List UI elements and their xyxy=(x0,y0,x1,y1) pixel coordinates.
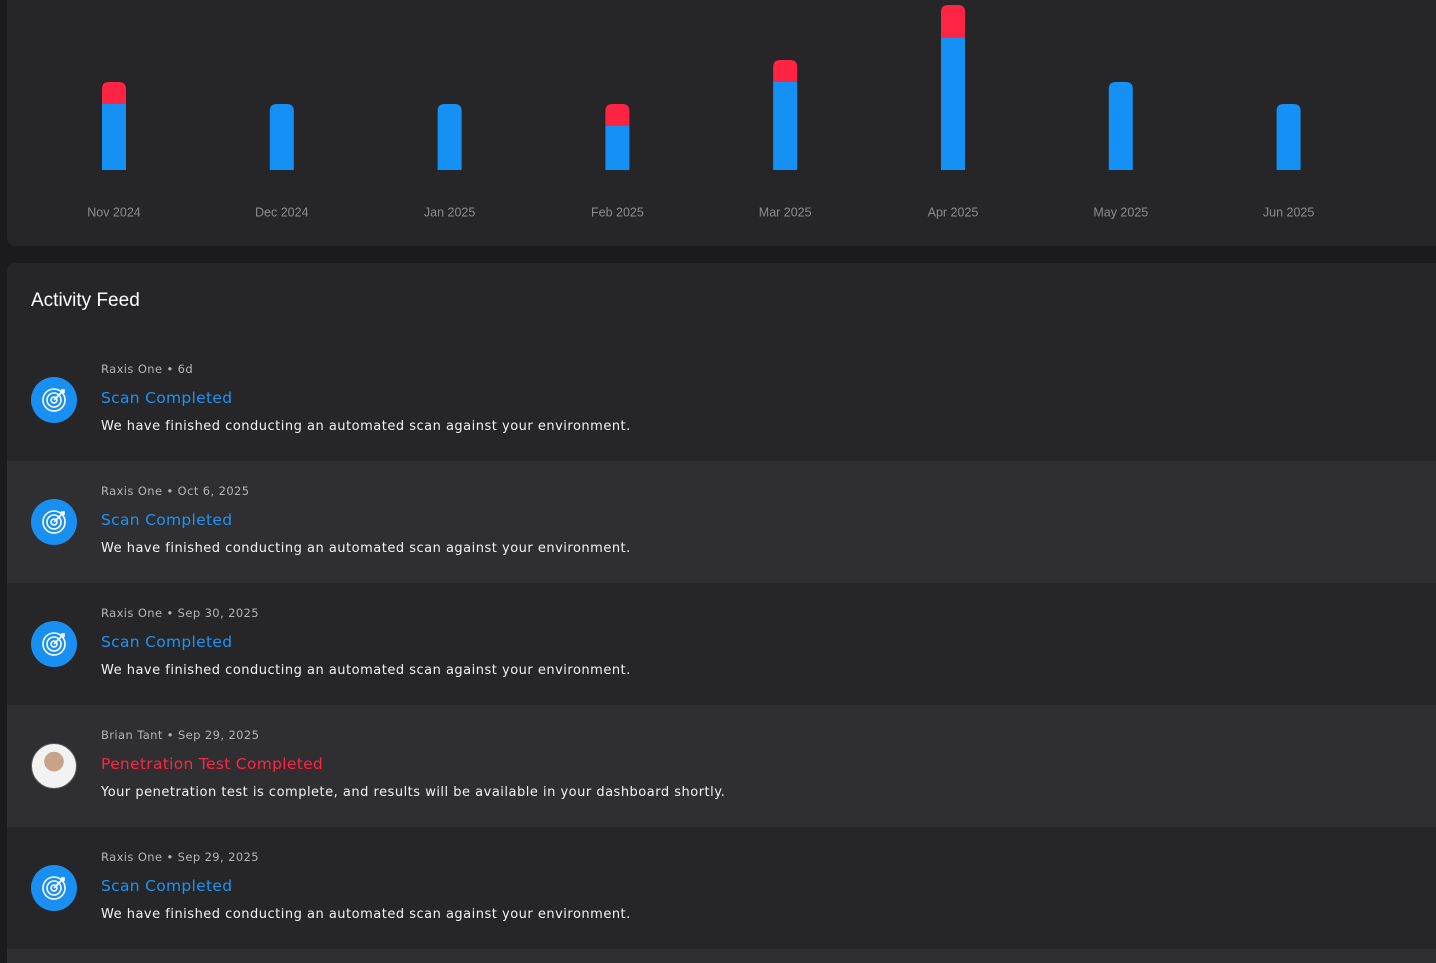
item-author: Brian Tant xyxy=(101,728,163,742)
item-title[interactable]: Scan Completed xyxy=(101,389,233,407)
feed-item: Raxis One • Oct 6, 2025 Scan Completed We ha… xyxy=(7,461,1436,583)
scan-icon xyxy=(31,621,77,667)
bar-segment xyxy=(941,5,965,38)
item-meta: Raxis One • Oct 6, 2025 xyxy=(101,483,253,499)
x-tick-label: Apr 2025 xyxy=(928,205,979,219)
scan-icon xyxy=(42,388,66,412)
item-time: Sep 29, 2025 xyxy=(177,728,260,742)
scan-icon xyxy=(31,865,77,911)
x-tick-label: Dec 2024 xyxy=(255,205,309,219)
item-description: We have finished conducting an automated… xyxy=(101,541,631,556)
separator: • xyxy=(166,484,174,498)
bar-segment xyxy=(102,104,126,170)
item-time: Sep 30, 2025 xyxy=(177,606,259,620)
chart-card: Nov 2024 Dec 2024 Jan 2025 Feb 2025 Mar 2025… xyxy=(7,0,1436,246)
item-title[interactable]: Scan Completed xyxy=(101,511,233,529)
bar-segment xyxy=(605,126,630,170)
item-meta: Raxis One • Sep 30, 2025 xyxy=(101,605,263,621)
item-title[interactable]: Scan Completed xyxy=(101,633,233,651)
user-avatar xyxy=(31,743,77,789)
item-description: Your penetration test is complete, and r… xyxy=(101,785,726,800)
item-meta: Raxis One • Sep 29, 2025 xyxy=(101,849,263,865)
separator: • xyxy=(166,606,174,620)
x-tick-label: Jun 2025 xyxy=(1263,205,1314,219)
scan-icon xyxy=(42,876,66,900)
item-time: 6d xyxy=(177,362,194,376)
item-title[interactable]: Penetration Test Completed xyxy=(101,755,324,773)
x-tick-label: Nov 2024 xyxy=(87,205,141,219)
item-meta: Brian Tant • Sep 29, 2025 xyxy=(101,727,263,743)
bar-segment xyxy=(1276,104,1301,170)
x-tick-label: Mar 2025 xyxy=(759,205,812,219)
scan-icon xyxy=(42,632,66,656)
bar-segment xyxy=(941,38,965,170)
activity-feed: Activity Feed Raxis One • 6d Scan Completed… xyxy=(7,263,1436,963)
x-tick-label: May 2025 xyxy=(1093,205,1148,219)
bar-segment xyxy=(605,104,630,126)
item-time: Sep 29, 2025 xyxy=(177,850,259,864)
feed-item: Brian Tant • Sep 29, 2025 Penetration Test … xyxy=(7,705,1436,827)
bar-segment xyxy=(102,82,126,104)
feed-title: Activity Feed xyxy=(31,290,140,311)
x-tick-label: Feb 2025 xyxy=(591,205,644,219)
item-time: Oct 6, 2025 xyxy=(177,484,250,498)
bar-segment xyxy=(1108,82,1133,170)
item-description: We have finished conducting an automated… xyxy=(101,419,631,434)
feed-item xyxy=(7,949,1436,963)
bar-segment xyxy=(269,104,294,170)
separator: • xyxy=(166,362,174,376)
item-author: Raxis One xyxy=(101,606,163,620)
item-author: Raxis One xyxy=(101,362,163,376)
scan-icon xyxy=(42,510,66,534)
feed-item: Raxis One • 6d Scan Completed We have finish… xyxy=(7,339,1436,461)
separator: • xyxy=(166,728,174,742)
feed-item: Raxis One • Sep 30, 2025 Scan Completed We h… xyxy=(7,583,1436,705)
bar-segment xyxy=(773,82,798,170)
bar-segment xyxy=(437,104,462,170)
separator: • xyxy=(166,850,174,864)
x-tick-label: Jan 2025 xyxy=(424,205,475,219)
scan-icon xyxy=(31,499,77,545)
item-description: We have finished conducting an automated… xyxy=(101,663,631,678)
bar-segment xyxy=(773,60,798,82)
item-title[interactable]: Scan Completed xyxy=(101,877,233,895)
scan-icon xyxy=(31,377,77,423)
item-author: Raxis One xyxy=(101,484,163,498)
item-meta: Raxis One • 6d xyxy=(101,361,197,377)
item-description: We have finished conducting an automated… xyxy=(101,907,631,922)
chart: Nov 2024 Dec 2024 Jan 2025 Feb 2025 Mar 2025… xyxy=(87,5,1314,219)
item-author: Raxis One xyxy=(101,850,163,864)
feed-item: Raxis One • Sep 29, 2025 Scan Completed We h… xyxy=(7,827,1436,949)
